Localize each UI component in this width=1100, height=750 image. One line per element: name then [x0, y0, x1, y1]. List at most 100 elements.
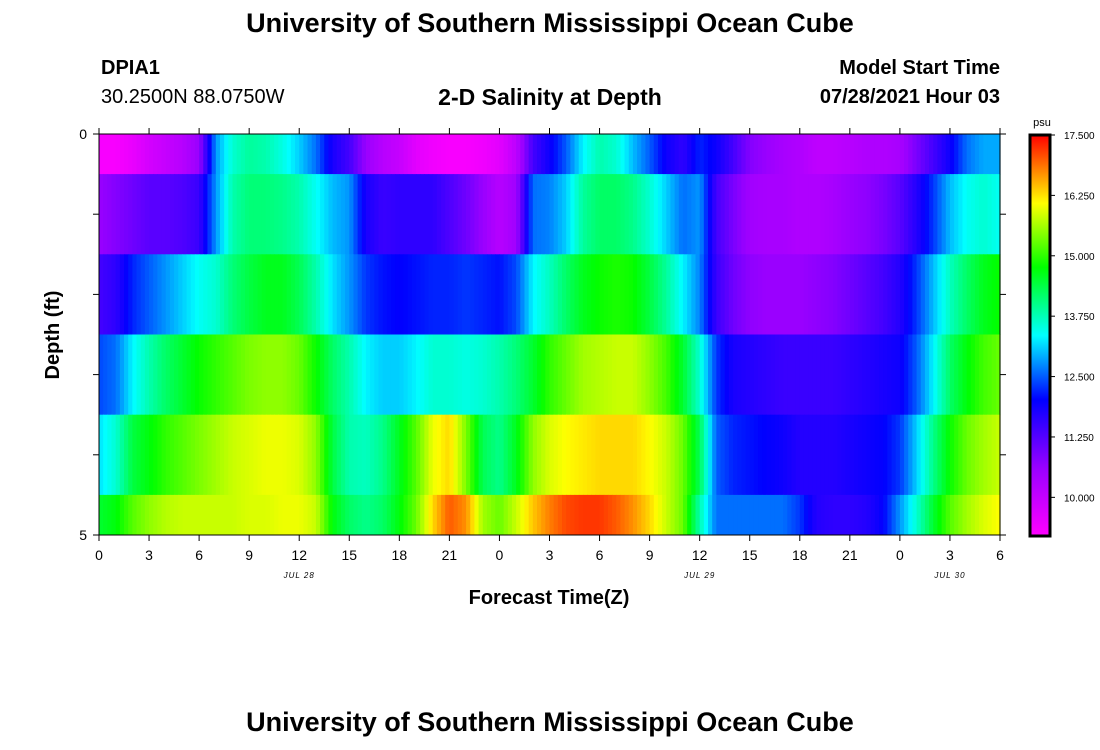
heatmap-cell [282, 414, 288, 496]
heatmap-cell [349, 174, 355, 255]
heatmap-cell [274, 414, 279, 496]
heatmap-cell [136, 334, 142, 416]
heatmap-cell [578, 494, 584, 536]
heatmap-cell [332, 414, 338, 496]
heatmap-cell [637, 414, 642, 496]
colorbar-tick-label: 10.000 [1064, 493, 1095, 504]
heatmap-cell [428, 254, 434, 335]
heatmap-cell [641, 334, 647, 416]
heatmap-cell [724, 414, 730, 496]
heatmap-cell [499, 174, 505, 255]
heatmap-cell [140, 254, 146, 335]
heatmap-cell [687, 174, 692, 255]
heatmap-cell [766, 134, 772, 175]
heatmap-cell [904, 494, 909, 536]
heatmap-cell [966, 494, 972, 536]
heatmap-cell [753, 414, 759, 496]
heatmap-cell [470, 254, 476, 335]
heatmap-cell [624, 134, 630, 175]
heatmap-cell [737, 254, 742, 335]
heatmap-cell [874, 174, 880, 255]
heatmap-cell [795, 134, 801, 175]
heatmap-cell [783, 134, 788, 175]
heatmap-cell [157, 174, 163, 255]
heatmap-cell [737, 494, 742, 536]
heatmap-cell [194, 414, 200, 496]
heatmap-cell [866, 494, 872, 536]
heatmap-cell [144, 494, 150, 536]
x-tick-label: 21 [442, 547, 458, 563]
colorbar-tick-label: 12.500 [1064, 373, 1095, 384]
heatmap-cell [261, 134, 267, 175]
heatmap-cell [370, 414, 375, 496]
heatmap-cell [941, 174, 947, 255]
heatmap-cell [495, 494, 501, 536]
heatmap-cell [428, 494, 434, 536]
x-tick-label: 15 [341, 547, 357, 563]
heatmap-cell [795, 494, 801, 536]
heatmap-cell [612, 334, 617, 416]
heatmap-cell [436, 414, 442, 496]
heatmap-cell [174, 414, 179, 496]
heatmap-cell [457, 134, 463, 175]
heatmap-cell [336, 414, 342, 496]
heatmap-cell [695, 254, 701, 335]
heatmap-cell [703, 414, 709, 496]
heatmap-cell [687, 254, 692, 335]
heatmap-cell [115, 174, 121, 255]
heatmap-cell [720, 174, 726, 255]
heatmap-cell [178, 134, 184, 175]
heatmap-cell [107, 254, 113, 335]
heatmap-cell [357, 414, 363, 496]
heatmap-cell [716, 414, 722, 496]
heatmap-cell [353, 494, 359, 536]
heatmap-cell [549, 134, 555, 175]
heatmap-cell [887, 414, 893, 496]
heatmap-cell [482, 334, 488, 416]
heatmap-cell [474, 334, 480, 416]
heatmap-cell [933, 174, 939, 255]
heatmap-cell [774, 494, 780, 536]
heatmap-cell [486, 494, 492, 536]
heatmap-cell [803, 174, 809, 255]
heatmap-cell [370, 254, 375, 335]
heatmap-cell [749, 174, 755, 255]
heatmap-cell [495, 414, 501, 496]
heatmap-cell [507, 174, 513, 255]
heatmap-cell [708, 414, 713, 496]
heatmap-cell [728, 414, 734, 496]
heatmap-cell [295, 334, 300, 416]
heatmap-cell [716, 334, 722, 416]
heatmap-cell [115, 414, 121, 496]
heatmap-cell [620, 174, 626, 255]
heatmap-cell [958, 254, 964, 335]
heatmap-cell [211, 174, 217, 255]
heatmap-cell [628, 414, 634, 496]
heatmap-cell [365, 254, 371, 335]
heatmap-cell [632, 134, 638, 175]
heatmap-cell [232, 414, 238, 496]
chart-title: 2-D Salinity at Depth [438, 84, 662, 110]
heatmap-cell [929, 334, 934, 416]
heatmap-cell [995, 134, 1001, 175]
heatmap-cell [516, 414, 521, 496]
heatmap-cell [153, 134, 158, 175]
heatmap-cell [136, 174, 142, 255]
heatmap-cell [245, 254, 250, 335]
heatmap-cell [883, 174, 888, 255]
heatmap-cell [883, 134, 888, 175]
heatmap-cell [395, 334, 400, 416]
heatmap-cell [332, 254, 338, 335]
heatmap-cell [232, 494, 238, 536]
heatmap-cell [382, 134, 388, 175]
x-tick-label: 0 [95, 547, 103, 563]
heatmap-cell [970, 134, 976, 175]
heatmap-cell [745, 494, 751, 536]
heatmap-cell [115, 254, 121, 335]
heatmap-cell [682, 334, 688, 416]
heatmap-cell [803, 134, 809, 175]
heatmap-cell [912, 134, 918, 175]
heatmap-cell [420, 494, 425, 536]
heatmap-cell [803, 494, 809, 536]
heatmap-cell [478, 134, 484, 175]
